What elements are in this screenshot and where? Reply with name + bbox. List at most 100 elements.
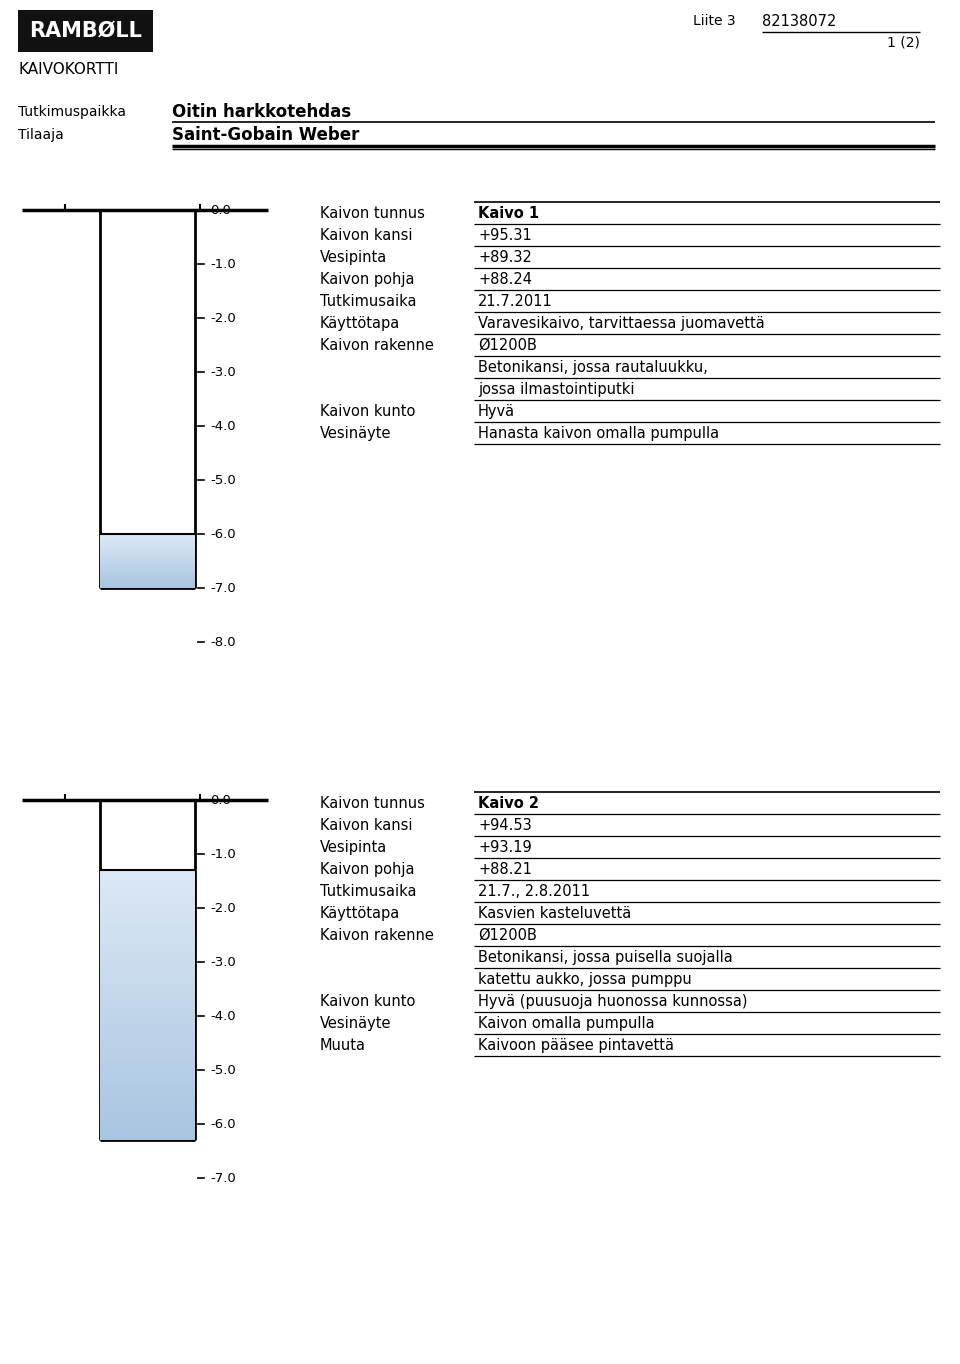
Bar bbox=[100, 1033, 195, 1035]
Text: Hyvä (puusuoja huonossa kunnossa): Hyvä (puusuoja huonossa kunnossa) bbox=[478, 994, 748, 1009]
Text: -8.0: -8.0 bbox=[210, 636, 235, 648]
Bar bbox=[100, 956, 195, 959]
Text: Kaivon kunto: Kaivon kunto bbox=[320, 994, 416, 1009]
Text: Betonikansi, jossa rautaluukku,: Betonikansi, jossa rautaluukku, bbox=[478, 360, 708, 375]
Text: -2.0: -2.0 bbox=[210, 902, 236, 914]
Text: Kaivon kansi: Kaivon kansi bbox=[320, 818, 413, 833]
Text: Hyvä: Hyvä bbox=[478, 404, 516, 419]
Text: 0.0: 0.0 bbox=[210, 203, 230, 217]
Text: Vesipinta: Vesipinta bbox=[320, 250, 387, 265]
Text: Hanasta kaivon omalla pumpulla: Hanasta kaivon omalla pumpulla bbox=[478, 426, 719, 441]
Bar bbox=[100, 928, 195, 930]
Text: 21.7.2011: 21.7.2011 bbox=[478, 295, 553, 310]
Bar bbox=[100, 1038, 195, 1041]
Text: Käyttötapa: Käyttötapa bbox=[320, 316, 400, 331]
Text: -2.0: -2.0 bbox=[210, 311, 236, 325]
Bar bbox=[100, 1080, 195, 1083]
Text: -3.0: -3.0 bbox=[210, 956, 236, 968]
Bar bbox=[100, 994, 195, 997]
Bar bbox=[100, 878, 195, 881]
Bar bbox=[100, 1099, 195, 1102]
Text: -4.0: -4.0 bbox=[210, 1009, 235, 1023]
Text: Tutkimuspaikka: Tutkimuspaikka bbox=[18, 105, 126, 119]
Bar bbox=[100, 873, 195, 876]
Bar bbox=[100, 1003, 195, 1005]
Bar bbox=[100, 997, 195, 1000]
Bar bbox=[100, 884, 195, 887]
Bar bbox=[100, 1024, 195, 1027]
Bar bbox=[100, 967, 195, 970]
Bar bbox=[100, 930, 195, 933]
Text: -3.0: -3.0 bbox=[210, 366, 236, 378]
Text: Oitin harkkotehdas: Oitin harkkotehdas bbox=[172, 104, 351, 121]
Text: Varavesikaivo, tarvittaessa juomavettä: Varavesikaivo, tarvittaessa juomavettä bbox=[478, 316, 765, 331]
Text: Kaivon kunto: Kaivon kunto bbox=[320, 404, 416, 419]
Bar bbox=[100, 1088, 195, 1091]
Text: Tutkimusaika: Tutkimusaika bbox=[320, 884, 417, 899]
Bar bbox=[100, 1094, 195, 1097]
Bar bbox=[100, 1013, 195, 1016]
Bar bbox=[100, 1054, 195, 1057]
Text: Kaivon kansi: Kaivon kansi bbox=[320, 228, 413, 243]
Bar bbox=[100, 1008, 195, 1011]
Text: +94.53: +94.53 bbox=[478, 818, 532, 833]
Bar bbox=[100, 1105, 195, 1108]
Bar bbox=[100, 1064, 195, 1067]
Bar bbox=[100, 1041, 195, 1043]
Bar bbox=[100, 892, 195, 895]
Bar bbox=[100, 898, 195, 900]
Text: jossa ilmastointiputki: jossa ilmastointiputki bbox=[478, 382, 635, 397]
Bar bbox=[100, 1121, 195, 1124]
Text: +88.21: +88.21 bbox=[478, 862, 532, 877]
Text: KAIVOKORTTI: KAIVOKORTTI bbox=[18, 61, 118, 76]
Bar bbox=[100, 1086, 195, 1088]
Text: Ø1200B: Ø1200B bbox=[478, 338, 537, 353]
Bar bbox=[100, 903, 195, 906]
Bar bbox=[100, 1022, 195, 1024]
Bar bbox=[100, 881, 195, 884]
Bar bbox=[100, 986, 195, 989]
Text: +95.31: +95.31 bbox=[478, 228, 532, 243]
Text: Tutkimusaika: Tutkimusaika bbox=[320, 295, 417, 310]
Text: Liite 3: Liite 3 bbox=[693, 14, 735, 29]
Bar bbox=[100, 940, 195, 943]
Bar bbox=[100, 906, 195, 908]
Text: -6.0: -6.0 bbox=[210, 528, 235, 540]
Bar bbox=[100, 945, 195, 948]
Text: Kaivoon pääsee pintavettä: Kaivoon pääsee pintavettä bbox=[478, 1038, 674, 1053]
Text: Kaivo 2: Kaivo 2 bbox=[478, 797, 539, 812]
Bar bbox=[100, 917, 195, 919]
Bar bbox=[100, 1132, 195, 1135]
Bar bbox=[100, 992, 195, 994]
Bar bbox=[100, 889, 195, 892]
Bar bbox=[100, 1069, 195, 1072]
Bar bbox=[100, 975, 195, 978]
Text: 21.7., 2.8.2011: 21.7., 2.8.2011 bbox=[478, 884, 590, 899]
Bar bbox=[100, 1035, 195, 1038]
Bar bbox=[100, 1091, 195, 1094]
Text: RAMBØLL: RAMBØLL bbox=[29, 20, 142, 41]
Text: 82138072: 82138072 bbox=[762, 14, 836, 29]
Bar bbox=[100, 951, 195, 953]
Text: -7.0: -7.0 bbox=[210, 581, 236, 595]
Bar bbox=[100, 953, 195, 956]
Bar bbox=[100, 973, 195, 975]
Bar bbox=[100, 1110, 195, 1113]
Bar bbox=[100, 1075, 195, 1078]
Text: Saint-Gobain Weber: Saint-Gobain Weber bbox=[172, 125, 359, 145]
Bar bbox=[100, 895, 195, 898]
Bar bbox=[100, 1005, 195, 1008]
Bar bbox=[100, 1057, 195, 1060]
Bar bbox=[100, 914, 195, 917]
Text: +88.24: +88.24 bbox=[478, 271, 532, 286]
Bar bbox=[100, 959, 195, 962]
Bar bbox=[100, 948, 195, 951]
Bar bbox=[100, 1113, 195, 1116]
Bar bbox=[100, 964, 195, 967]
Bar bbox=[100, 1019, 195, 1022]
Text: Vesinäyte: Vesinäyte bbox=[320, 426, 392, 441]
Bar bbox=[100, 978, 195, 981]
Bar bbox=[100, 1043, 195, 1046]
Bar bbox=[100, 933, 195, 934]
Bar bbox=[100, 925, 195, 928]
